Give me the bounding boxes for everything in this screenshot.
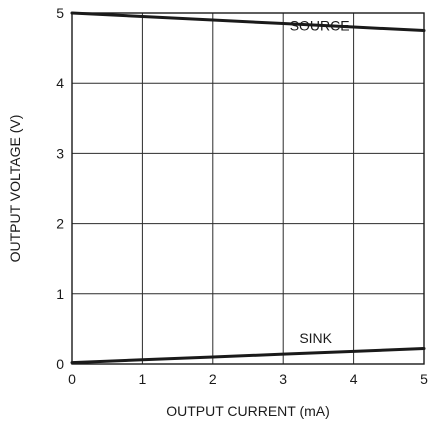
grid bbox=[71, 12, 425, 365]
x-tick-label: 3 bbox=[279, 371, 287, 387]
series-annotations: SOURCE SINK bbox=[290, 18, 350, 346]
plot-frame bbox=[71, 12, 425, 365]
y-tick-label: 4 bbox=[56, 75, 64, 91]
y-axis-ticks: 0 1 2 3 4 5 bbox=[56, 5, 64, 372]
series-layer bbox=[70, 11, 426, 365]
y-tick-label: 2 bbox=[56, 216, 64, 232]
y-axis-label: OUTPUT VOLTAGE (V) bbox=[7, 115, 23, 263]
series-line-sink bbox=[70, 347, 426, 365]
annotation-source: SOURCE bbox=[290, 18, 350, 34]
annotation-sink: SINK bbox=[299, 330, 332, 346]
x-tick-label: 1 bbox=[139, 371, 147, 387]
x-tick-label: 5 bbox=[420, 371, 428, 387]
x-axis-label: OUTPUT CURRENT (mA) bbox=[166, 403, 330, 419]
y-tick-label: 5 bbox=[56, 5, 64, 21]
x-tick-label: 0 bbox=[68, 371, 76, 387]
x-tick-label: 2 bbox=[209, 371, 217, 387]
y-tick-label: 3 bbox=[56, 145, 64, 161]
y-tick-label: 1 bbox=[56, 286, 64, 302]
x-axis-ticks: 0 1 2 3 4 5 bbox=[68, 371, 428, 387]
x-tick-label: 4 bbox=[350, 371, 358, 387]
y-tick-label: 0 bbox=[56, 356, 64, 372]
series-line-source bbox=[70, 11, 426, 33]
